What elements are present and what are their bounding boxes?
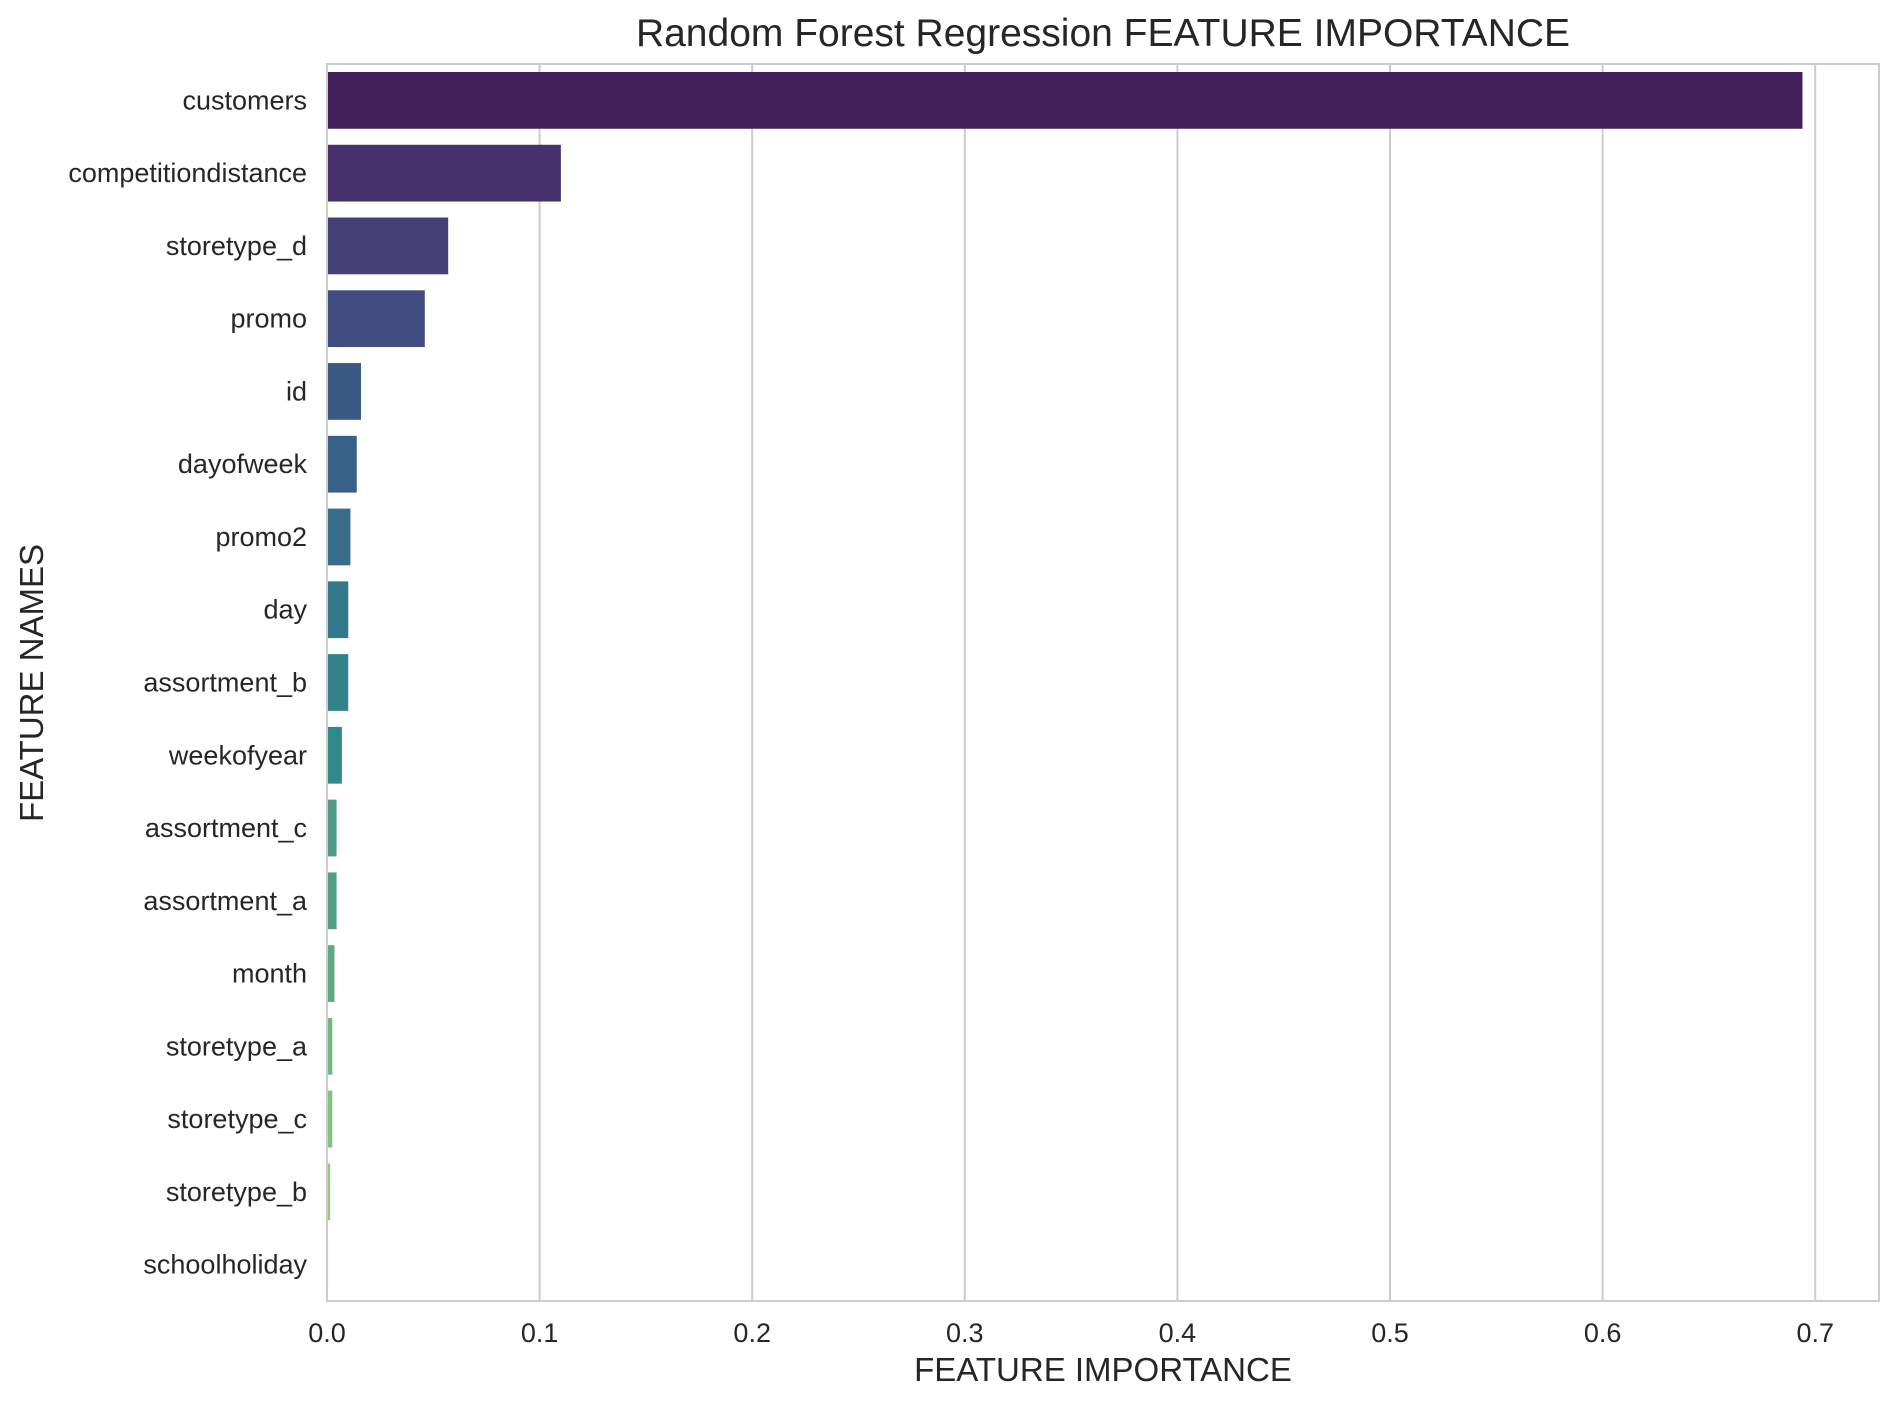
bar-storetype-c (327, 1090, 333, 1148)
bar-month (327, 945, 335, 1002)
x-tick-labels: 0.0 0.1 0.2 0.3 0.4 0.5 0.6 0.7 (308, 1318, 1834, 1348)
y-tick-label-schoolholiday: schoolholiday (143, 1250, 307, 1280)
x-axis-title: FEATURE IMPORTANCE (914, 1351, 1292, 1388)
grid-lines (326, 64, 1817, 1301)
y-tick-label-dayofweek: dayofweek (178, 449, 308, 479)
y-tick-label-month: month (232, 959, 307, 989)
bar-weekofyear (327, 726, 342, 784)
bar-assortment-a (327, 872, 337, 930)
x-tick-label-3: 0.3 (946, 1318, 984, 1348)
y-tick-label-assortment-b: assortment_b (143, 668, 307, 698)
bar-day (327, 581, 349, 639)
plot-frame (326, 63, 1880, 1302)
y-tick-label-storetype-c: storetype_c (167, 1104, 307, 1134)
bar-storetype-b (327, 1163, 331, 1221)
bar-competitiondistance (327, 144, 561, 202)
x-tick-label-6: 0.6 (1584, 1318, 1622, 1348)
x-tick-label-0: 0.0 (308, 1318, 346, 1348)
y-tick-label-storetype-a: storetype_a (166, 1031, 308, 1061)
bar-customers (327, 72, 1803, 129)
plot-background (327, 64, 1879, 1301)
bar-storetype-a (327, 1017, 333, 1075)
x-tick-label-5: 0.5 (1371, 1318, 1409, 1348)
y-tick-label-day: day (263, 595, 307, 625)
bars (327, 72, 1803, 1293)
x-tick-label-4: 0.4 (1159, 1318, 1197, 1348)
x-tick-label-7: 0.7 (1796, 1318, 1834, 1348)
bar-storetype-d (327, 217, 449, 275)
y-tick-label-customers: customers (182, 85, 307, 115)
x-tick-label-2: 0.2 (733, 1318, 771, 1348)
bar-assortment-b (327, 654, 349, 711)
y-tick-label-promo: promo (230, 304, 307, 334)
y-axis-title: FEATURE NAMES (13, 544, 50, 822)
bar-dayofweek (327, 435, 357, 493)
y-tick-label-competitiondistance: competitiondistance (68, 158, 307, 188)
bar-assortment-c (327, 799, 337, 857)
chart-title: Random Forest Regression FEATURE IMPORTA… (636, 12, 1570, 55)
y-tick-label-assortment-a: assortment_a (143, 886, 308, 916)
bar-promo (327, 290, 425, 348)
y-tick-labels: customers competitiondistance storetype_dp… (68, 85, 308, 1279)
bar-promo2 (327, 508, 351, 566)
y-tick-label-promo2: promo2 (215, 522, 307, 552)
y-tick-label-assortment-c: assortment_c (145, 813, 307, 843)
bar-id (327, 363, 362, 420)
x-tick-label-1: 0.1 (521, 1318, 559, 1348)
y-tick-label-storetype-d: storetype_d (166, 231, 307, 261)
y-tick-label-id: id (286, 376, 307, 406)
y-tick-label-storetype-b: storetype_b (166, 1177, 307, 1207)
y-tick-label-weekofyear: weekofyear (168, 740, 307, 770)
